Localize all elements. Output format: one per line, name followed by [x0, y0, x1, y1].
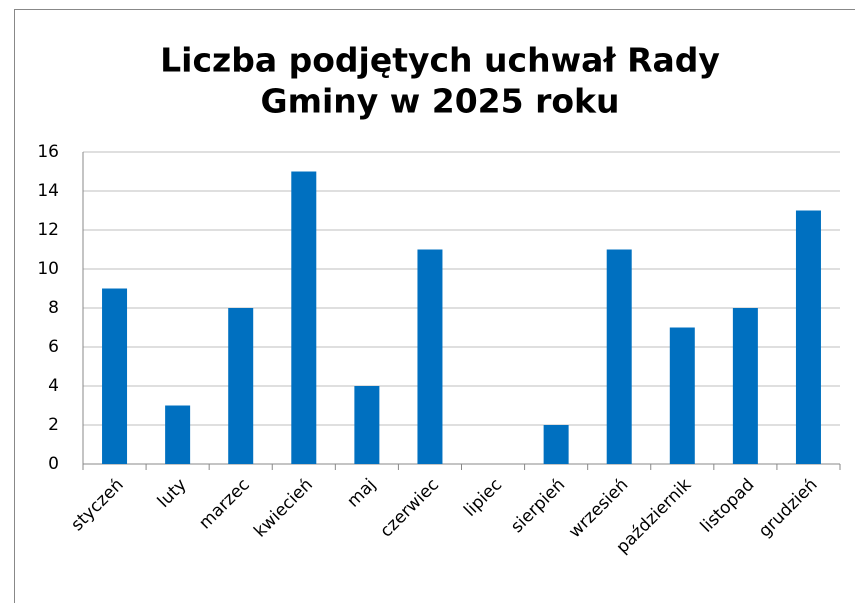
x-tick-label: styczeń	[67, 475, 127, 535]
bar	[795, 210, 821, 464]
bar	[102, 288, 128, 464]
bar	[606, 249, 632, 464]
bar	[417, 249, 443, 464]
bar	[543, 425, 569, 464]
x-tick-label: luty	[154, 475, 191, 512]
y-tick-label: 0	[48, 454, 59, 474]
x-tick-label: kwiecień	[250, 475, 317, 542]
chart-title: Gminy w 2025 roku	[261, 82, 620, 121]
bar	[291, 171, 317, 464]
x-tick-label: marzec	[195, 475, 253, 533]
x-tick-label: grudzień	[755, 475, 822, 542]
bar	[669, 327, 695, 464]
x-tick-label: maj	[343, 475, 380, 512]
y-tick-label: 12	[37, 220, 59, 240]
y-tick-label: 4	[48, 376, 59, 396]
bar	[228, 308, 254, 464]
y-tick-label: 6	[48, 337, 59, 357]
x-tick-label: wrzesień	[565, 475, 632, 542]
x-tick-label: czerwiec	[376, 475, 443, 542]
y-tick-label: 10	[37, 259, 59, 279]
bar	[732, 308, 758, 464]
y-tick-label: 16	[37, 142, 59, 162]
x-tick-label: lipiec	[460, 475, 506, 521]
chart-title: Liczba podjętych uchwał Rady	[160, 41, 720, 80]
x-tick-label: listopad	[697, 475, 759, 537]
y-tick-label: 2	[48, 415, 59, 435]
y-tick-label: 14	[37, 181, 59, 201]
bar	[165, 405, 191, 464]
x-tick-label: sierpień	[507, 475, 569, 537]
y-tick-label: 8	[48, 298, 59, 318]
chart-frame	[14, 9, 855, 603]
bar	[354, 386, 380, 464]
